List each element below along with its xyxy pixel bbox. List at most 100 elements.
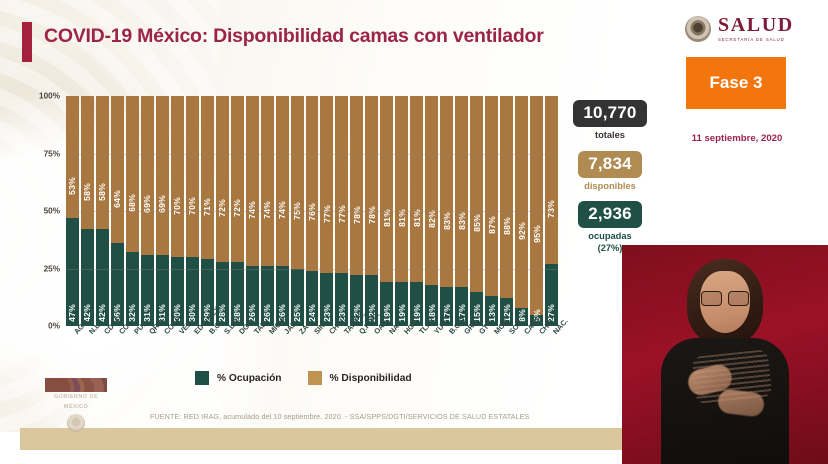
chart-bar: 83% 17% — [455, 96, 469, 326]
y-axis-tick: 0% — [48, 321, 60, 331]
bar-segment-ocupacion: 19% — [380, 282, 394, 326]
x-axis-tick-cell: N.L. — [81, 320, 103, 368]
x-axis-tick-cell: CHIH. — [320, 315, 347, 368]
bar-value-label-disponibilidad: 73% — [546, 200, 557, 218]
y-axis-tick: 75% — [43, 149, 60, 158]
bar-value-label-disponibilidad: 58% — [97, 182, 108, 201]
bar-segment-ocupacion: 17% — [440, 286, 454, 326]
chart-bar: 81% 19% — [380, 96, 394, 326]
x-axis-tick-cell: Q.ROO. — [350, 310, 382, 368]
bar-value-label-disponibilidad: 78% — [366, 205, 377, 224]
bar-segment-ocupacion: 25% — [290, 268, 304, 326]
salud-logo-text: SALUD SECRETARÍA DE SALUD — [718, 15, 794, 42]
chart-bar: 78% 22% — [365, 96, 379, 326]
bar-segment-ocupacion: 26% — [245, 266, 259, 326]
bar-value-label-disponibilidad: 76% — [306, 203, 317, 222]
x-axis-tick-cell: QRO. — [141, 316, 166, 368]
chart-bar: 53% 47% — [66, 96, 79, 326]
bar-segment-ocupacion: 22% — [365, 275, 379, 326]
emblem-line-2: MÉXICO — [63, 403, 89, 410]
chart-bar: 88% 12% — [500, 96, 514, 326]
x-axis-tick-cell: SIN. — [306, 319, 328, 368]
x-axis-tick-cell: GRO. — [455, 316, 481, 368]
stat-card: 2,936 ocupadas (27%) — [560, 201, 660, 254]
bar-segment-ocupacion: 29% — [200, 259, 214, 326]
x-axis-tick-cell: ZAC. — [291, 317, 315, 368]
bar-value-label-disponibilidad: 71% — [202, 197, 213, 216]
x-axis-tick-cell: MOR. — [485, 316, 512, 368]
bar-segment-disponibilidad: 87% — [485, 96, 499, 297]
glasses-icon — [701, 291, 749, 306]
bar-value-label-disponibilidad: 53% — [67, 177, 78, 195]
bar-segment-disponibilidad: 77% — [320, 96, 334, 274]
summary-stats: 10,770 totales 7,834 disponibles 2,936 ocupad… — [560, 100, 660, 263]
bar-segment-disponibilidad: 72% — [230, 96, 244, 262]
bar-segment-disponibilidad: 81% — [380, 96, 394, 283]
emblem-seal-icon — [67, 414, 85, 433]
bar-segment-ocupacion: 32% — [125, 252, 139, 326]
chart-bar: 68% 32% — [125, 96, 139, 326]
bar-value-label-ocupacion: 42% — [97, 304, 108, 322]
bar-segment-ocupacion: 47% — [66, 217, 79, 326]
bar-segment-disponibilidad: 78% — [350, 96, 364, 276]
stat-card: 10,770 totales — [560, 100, 660, 142]
chart-bar: 95% 5% — [530, 96, 543, 326]
bar-segment-disponibilidad: 74% — [260, 96, 274, 267]
bar-series: 53% 47% 58% 42% 58% 42% 64% 36% 68% 32% 69% 31% 69% 3… — [66, 96, 558, 326]
x-axis-tick-cell: S.L.P. — [216, 315, 242, 368]
x-axis-tick-cell: YUC. — [425, 317, 451, 368]
bar-segment-disponibilidad: 70% — [170, 96, 184, 257]
x-axis-tick-cell: AGS. — [66, 317, 91, 368]
y-axis-tick: 25% — [43, 264, 60, 273]
chart-bar: 74% 26% — [245, 96, 259, 326]
bar-segment-disponibilidad: 81% — [395, 96, 409, 283]
bar-segment-ocupacion: 42% — [80, 229, 94, 326]
bar-segment-disponibilidad: 76% — [305, 96, 319, 271]
chart-bar: 82% 18% — [425, 96, 439, 326]
stat-caption: ocupadas (27%) — [560, 231, 660, 254]
bar-value-label-disponibilidad: 78% — [351, 205, 362, 224]
bar-value-label-disponibilidad: 83% — [456, 211, 467, 230]
chart-bar: 81% 19% — [395, 96, 409, 326]
bar-segment-disponibilidad: 75% — [290, 96, 304, 269]
x-axis-tick-cell: PUE. — [126, 317, 150, 368]
x-axis-tick-cell: CHIS. — [530, 315, 557, 368]
bar-segment-disponibilidad: 64% — [110, 96, 124, 244]
page-title: COVID-19 México: Disponibilidad camas co… — [44, 25, 544, 47]
bar-segment-ocupacion: 12% — [500, 298, 514, 326]
bar-value-label-disponibilidad: 77% — [321, 204, 332, 223]
stat-caption-secondary: (27%) — [597, 242, 623, 253]
x-axis-tick-cell: DGO. — [231, 316, 256, 368]
bar-segment-disponibilidad: 83% — [455, 96, 469, 287]
x-axis-tick-cell: CAMP. — [515, 313, 544, 368]
bar-value-label-disponibilidad: 83% — [441, 211, 452, 230]
bar-segment-ocupacion: 31% — [140, 254, 154, 326]
chart-container: 0% 25% 50% 75% 100% 53% 47% 58% 42% 58% 42% 64% 36%… — [33, 92, 570, 337]
legend-item: % Ocupación — [195, 371, 282, 385]
sign-language-interpreter-video — [622, 245, 828, 464]
bar-segment-disponibilidad: 68% — [125, 96, 139, 253]
bar-segment-disponibilidad: 53% — [66, 96, 79, 218]
mexico-eagle-emblem-icon — [685, 15, 711, 42]
bar-segment-disponibilidad: 88% — [500, 96, 514, 299]
bar-segment-disponibilidad: 95% — [530, 96, 543, 315]
bar-segment-ocupacion: 19% — [410, 282, 424, 326]
bar-value-label-disponibilidad: 82% — [426, 210, 437, 229]
bar-value-label-disponibilidad: 58% — [82, 182, 93, 201]
title-accent-bar — [22, 22, 32, 62]
chart-bar: 58% 42% — [80, 96, 94, 326]
bar-segment-ocupacion: 8% — [515, 307, 529, 326]
stat-caption: totales — [595, 130, 625, 140]
grid-line — [66, 268, 558, 270]
chart-bar: 73% 27% — [545, 96, 558, 326]
x-axis-tick-cell: EDO.MEX. — [186, 303, 223, 368]
bar-value-label-disponibilidad: 88% — [501, 217, 512, 236]
chart-bar: 72% 28% — [215, 96, 229, 326]
chart-bar: 69% 31% — [140, 96, 154, 326]
source-footnote: FUENTE: RED IRAG, acumulado del 10 septi… — [150, 412, 530, 421]
gobierno-de-mexico-emblem: GOBIERNO DE MÉXICO — [38, 378, 114, 433]
bar-segment-ocupacion: 27% — [545, 263, 558, 326]
stat-value: 7,834 — [578, 150, 642, 178]
stat-value: 2,936 — [578, 201, 642, 229]
